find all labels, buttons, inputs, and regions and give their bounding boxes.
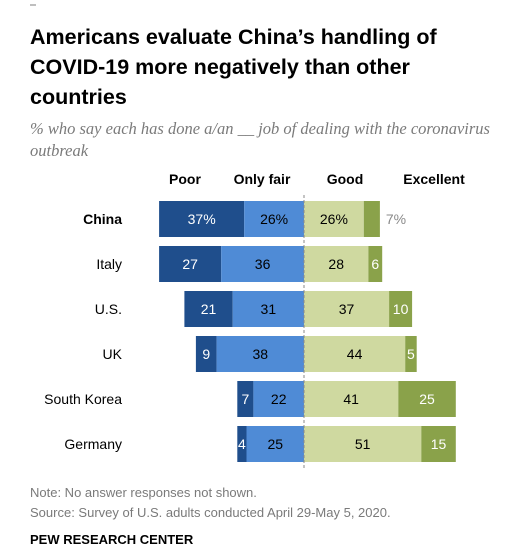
bar-south-korea-excellent [398,381,456,417]
data-label-germany-poor: 4 [238,436,246,452]
bar-uk-good [304,336,406,372]
bar-italy-only-fair [221,246,304,282]
bar-germany-poor [237,426,247,462]
bar-south-korea-good [304,381,399,417]
bar-china-only-fair [244,201,304,237]
data-label-germany-excellent: 15 [431,436,447,452]
data-label-uk-excellent: 5 [407,346,415,362]
bar-china-good [304,201,364,237]
chart-subtitle: % who say each has done a/an __ job of d… [30,119,490,160]
data-label-china-poor: 37% [188,211,216,227]
bar-china-poor [159,201,245,237]
legend-excellent: Excellent [403,171,465,187]
data-label-china-only-fair: 26% [260,211,288,227]
bar-u-s-poor [184,291,233,327]
data-label-south-korea-poor: 7 [241,391,249,407]
bar-u-s-only-fair [232,291,304,327]
bar-germany-good [304,426,422,462]
data-label-south-korea-excellent: 25 [419,391,435,407]
bar-u-s-excellent [389,291,413,327]
bar-italy-good [304,246,369,282]
data-label-italy-excellent: 6 [371,256,379,272]
legend-only-fair: Only fair [234,171,291,187]
data-label-south-korea-good: 41 [343,391,359,407]
bar-uk-excellent [405,336,417,372]
row-label-china: China [83,211,122,227]
bar-italy-excellent [368,246,383,282]
bar-china-excellent [363,201,380,237]
data-label-south-korea-only-fair: 22 [271,391,287,407]
data-label-germany-good: 51 [355,436,371,452]
data-label-italy-poor: 27 [182,256,198,272]
data-label-china-excellent: 7% [386,211,406,227]
data-label-u-s-excellent: 10 [393,301,409,317]
row-label-germany: Germany [64,436,122,452]
bar-south-korea-poor [237,381,254,417]
bar-u-s-good [304,291,390,327]
diverging-bar-chart: Poor Only fair Good Excellent China 37% 26% 26%… [44,171,465,468]
data-label-germany-only-fair: 25 [267,436,283,452]
chart-credit: PEW RESEARCH CENTER [30,532,194,547]
data-label-u-s-poor: 21 [201,301,217,317]
data-label-italy-good: 28 [328,256,344,272]
legend-poor: Poor [169,171,201,187]
data-label-u-s-good: 37 [339,301,355,317]
row-label-uk: UK [103,346,123,362]
bar-uk-only-fair [216,336,304,372]
row-label-south-korea: South Korea [44,391,122,407]
bar-south-korea-only-fair [253,381,304,417]
row-label-italy: Italy [96,256,122,272]
data-label-italy-only-fair: 36 [255,256,271,272]
data-label-china-good: 26% [320,211,348,227]
bar-germany-only-fair [246,426,304,462]
bar-italy-poor [159,246,222,282]
chart-source: Source: Survey of U.S. adults conducted … [30,505,391,520]
row-label-u-s: U.S. [95,301,122,317]
bar-uk-poor [195,336,217,372]
chart-note: Note: No answer responses not shown. [30,485,257,500]
legend-good: Good [327,171,364,187]
bar-germany-excellent [421,426,456,462]
data-label-uk-only-fair: 38 [253,346,269,362]
chart-title: Americans evaluate China’s handling of C… [30,25,437,109]
data-label-uk-poor: 9 [202,346,210,362]
data-label-u-s-only-fair: 31 [261,301,277,317]
data-label-uk-good: 44 [347,346,363,362]
top-rule [30,4,36,6]
